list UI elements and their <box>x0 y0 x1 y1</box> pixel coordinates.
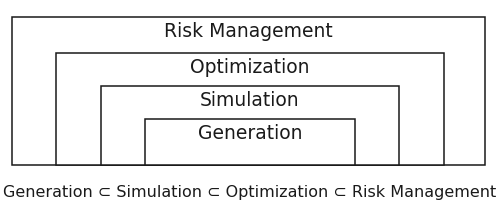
Text: Generation ⊂ Simulation ⊂ Optimization ⊂ Risk Management: Generation ⊂ Simulation ⊂ Optimization ⊂… <box>4 185 496 200</box>
Bar <box>100 86 400 165</box>
Text: Risk Management: Risk Management <box>164 22 333 41</box>
Bar <box>12 17 485 165</box>
Bar <box>144 119 356 165</box>
Bar <box>56 53 444 165</box>
Text: Generation: Generation <box>198 124 302 143</box>
Text: Optimization: Optimization <box>190 58 310 77</box>
Text: Simulation: Simulation <box>200 91 300 110</box>
